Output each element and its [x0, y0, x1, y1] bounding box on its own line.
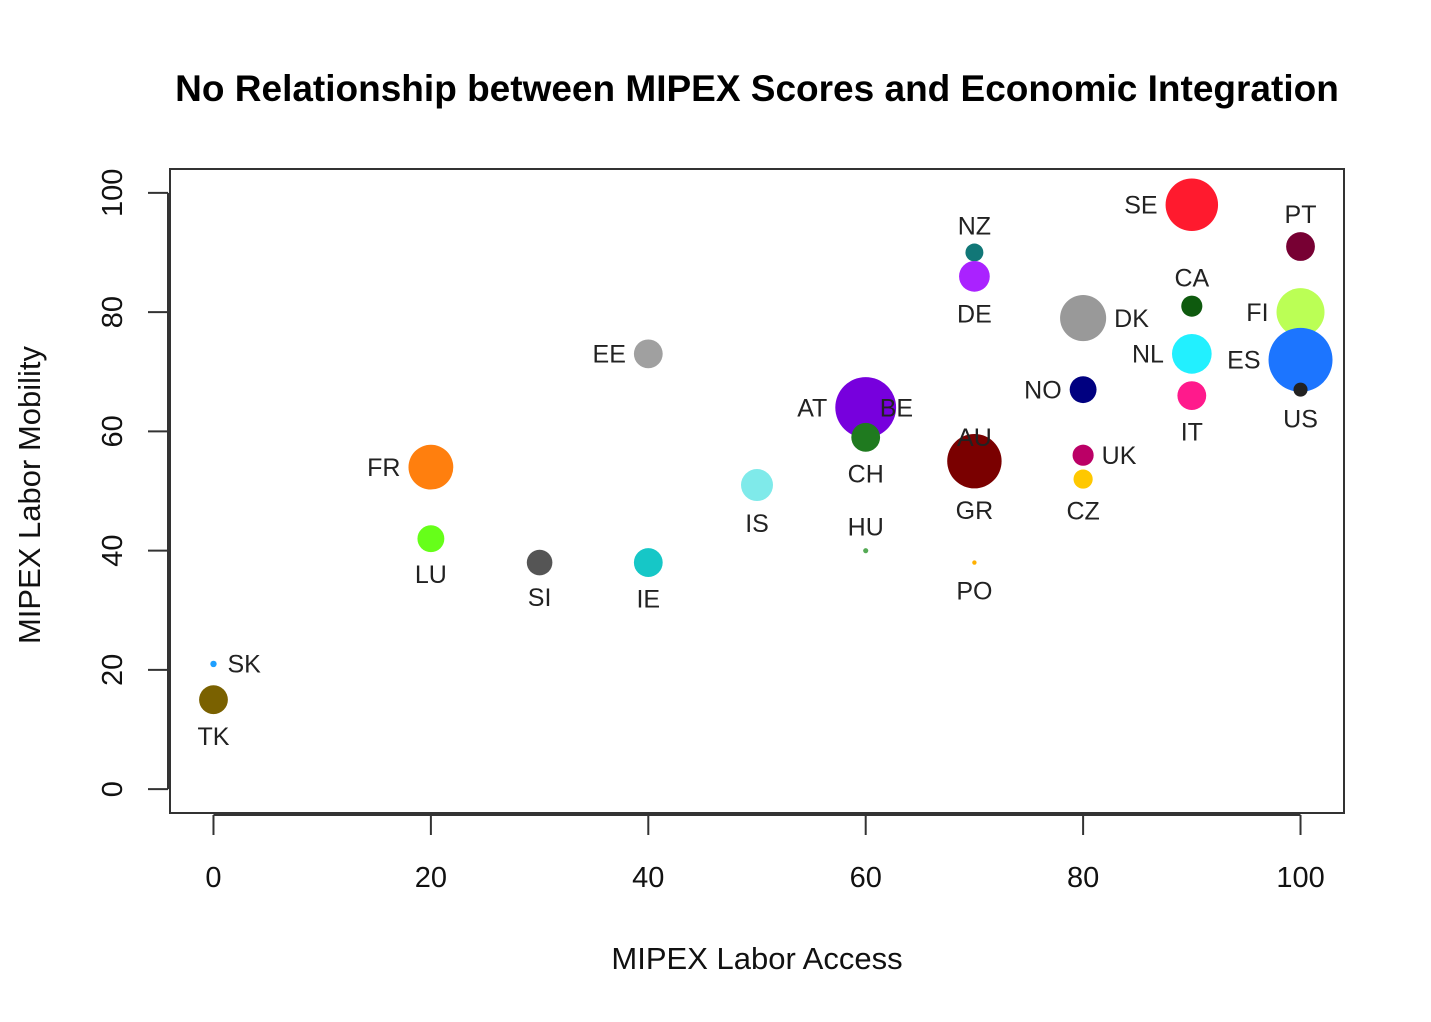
- data-point-nz: [965, 243, 984, 262]
- data-point-ca: [1181, 295, 1203, 317]
- point-label-po: PO: [956, 577, 992, 605]
- data-point-nl: [1171, 334, 1212, 374]
- data-point-ie: [633, 548, 663, 577]
- plot-area-frame: [169, 168, 1345, 814]
- point-label-de: DE: [957, 300, 992, 328]
- point-label-pt: PT: [1285, 201, 1317, 229]
- y-tick-label: 80: [97, 296, 129, 328]
- point-label-es: ES: [1227, 347, 1260, 375]
- point-label-ca: CA: [1174, 264, 1209, 292]
- point-label-no: NO: [1024, 376, 1062, 404]
- y-tick-label: 100: [97, 169, 129, 217]
- data-point-se: [1165, 178, 1219, 232]
- point-label-cz: CZ: [1066, 497, 1099, 525]
- data-point-gr: [947, 433, 1002, 489]
- data-point-fi: [1276, 288, 1325, 337]
- data-point-uk: [1072, 444, 1094, 466]
- y-tick-label: 40: [97, 534, 129, 566]
- point-label-fi: FI: [1246, 299, 1268, 327]
- chart-title: No Relationship between MIPEX Scores and…: [175, 68, 1339, 109]
- x-axis: 0 20 40 60 80 100: [205, 814, 1325, 894]
- point-label-at: AT: [797, 394, 827, 422]
- point-label-au: AU: [957, 424, 992, 452]
- data-point-ee: [633, 339, 663, 369]
- data-point-si: [526, 549, 553, 576]
- y-axis-title: MIPEX Labor Mobility: [12, 345, 47, 644]
- point-label-si: SI: [528, 584, 552, 612]
- data-point-hu: [863, 548, 869, 554]
- point-label-tk: TK: [198, 723, 230, 751]
- data-point-sk: [210, 660, 217, 668]
- point-label-se: SE: [1124, 192, 1157, 220]
- data-points: [199, 178, 1333, 715]
- point-label-gr: GR: [956, 497, 994, 525]
- data-point-de: [959, 260, 990, 292]
- point-label-fr: FR: [367, 454, 400, 482]
- point-label-sk: SK: [227, 651, 261, 679]
- data-point-at: [835, 377, 897, 438]
- point-label-uk: UK: [1102, 442, 1137, 470]
- y-tick-label: 0: [97, 781, 129, 797]
- data-point-pt: [1286, 232, 1315, 261]
- x-tick-label: 40: [632, 862, 664, 894]
- y-axis: 0 20 40 60 80 100: [97, 169, 169, 797]
- x-tick-label: 80: [1067, 862, 1099, 894]
- point-label-nl: NL: [1132, 341, 1164, 369]
- data-point-no: [1069, 376, 1097, 404]
- x-axis-title: MIPEX Labor Access: [611, 941, 902, 976]
- point-label-hu: HU: [848, 513, 884, 541]
- point-labels: SK TK FR LU SI EE IE IS AT BE CH HU AU GR NZ DE PO DK NO UK…: [198, 192, 1318, 751]
- point-label-be: BE: [880, 394, 913, 422]
- data-point-is: [741, 469, 773, 502]
- data-point-dk: [1060, 295, 1107, 342]
- data-point-tk: [199, 685, 228, 715]
- data-point-fr: [408, 444, 454, 490]
- point-label-ee: EE: [593, 341, 626, 369]
- data-point-po: [972, 560, 977, 565]
- point-label-is: IS: [745, 510, 769, 538]
- x-tick-label: 0: [205, 862, 221, 894]
- point-label-nz: NZ: [958, 212, 991, 240]
- data-point-es: [1268, 327, 1333, 392]
- x-tick-label: 60: [850, 862, 882, 894]
- point-label-us: US: [1283, 405, 1318, 433]
- point-label-it: IT: [1181, 419, 1203, 447]
- point-label-ie: IE: [636, 586, 660, 614]
- data-point-it: [1177, 381, 1207, 410]
- point-label-lu: LU: [415, 561, 447, 589]
- point-label-ch: CH: [848, 460, 884, 488]
- point-label-dk: DK: [1114, 305, 1149, 333]
- data-point-lu: [417, 525, 445, 553]
- y-tick-label: 20: [97, 654, 129, 686]
- x-tick-label: 100: [1276, 862, 1324, 894]
- x-tick-label: 20: [415, 862, 447, 894]
- y-tick-label: 60: [97, 415, 129, 447]
- data-point-cz: [1073, 469, 1093, 489]
- data-point-us: [1293, 382, 1308, 397]
- data-point-ch: [851, 422, 881, 452]
